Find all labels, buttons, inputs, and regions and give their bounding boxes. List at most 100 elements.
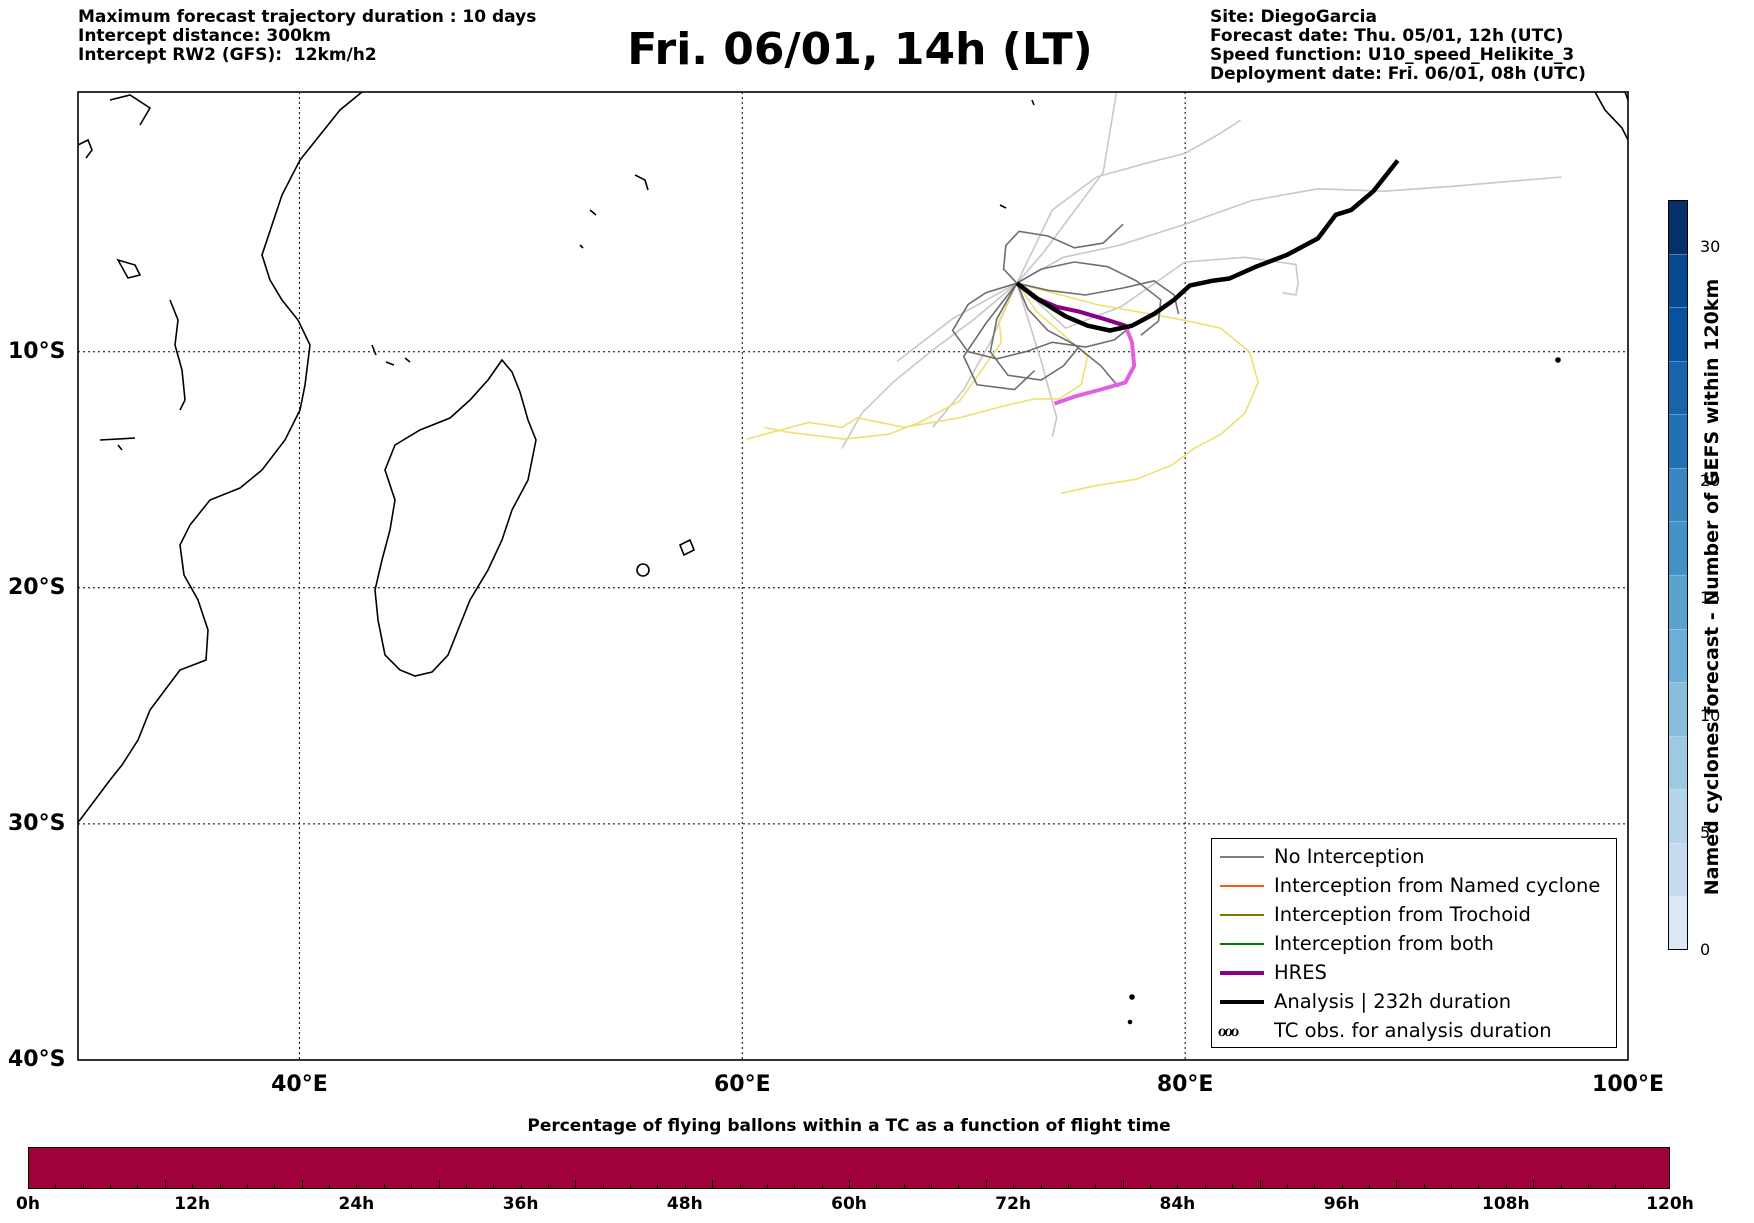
ensemble-track-gray bbox=[1016, 261, 1162, 336]
legend-label: Interception from both bbox=[1274, 932, 1494, 955]
colorbar-band bbox=[1669, 361, 1687, 416]
time-tick-label: 84h bbox=[1159, 1194, 1196, 1214]
colorbar-band bbox=[1669, 683, 1687, 737]
time-bar-tick-mark bbox=[1067, 1184, 1069, 1188]
time-bar-tick-mark bbox=[1368, 1184, 1370, 1188]
time-bar-tick-mark bbox=[657, 1184, 659, 1188]
colorbar-band bbox=[1669, 254, 1687, 309]
legend-swatch bbox=[1220, 914, 1264, 916]
sumatra-coast bbox=[1594, 91, 1629, 141]
legend-swatch bbox=[1220, 971, 1264, 975]
ensemble-track-yellow bbox=[1016, 282, 1260, 495]
time-bar-tick-mark bbox=[493, 1184, 495, 1188]
time-bar-tick-mark bbox=[547, 1184, 549, 1188]
legend: No Interception Interception from Named … bbox=[1211, 838, 1617, 1048]
max-duration-text: Maximum forecast trajectory duration : 1… bbox=[78, 7, 537, 27]
colorbar-band bbox=[1669, 897, 1687, 949]
lon-label-60e: 60°E bbox=[713, 1072, 771, 1097]
time-bar-tick-mark bbox=[1040, 1184, 1042, 1188]
time-bar-tick-mark bbox=[520, 1184, 522, 1188]
time-bar-tick-mark bbox=[1533, 1180, 1535, 1188]
time-bar-tick-mark bbox=[903, 1184, 905, 1188]
time-bar-tick-mark bbox=[1642, 1184, 1644, 1188]
time-tick-label: 108h bbox=[1482, 1194, 1530, 1214]
st-paul-island bbox=[1127, 1019, 1133, 1025]
time-tick-label: 24h bbox=[338, 1194, 375, 1214]
time-percentage-bar bbox=[28, 1147, 1670, 1189]
analysis-track bbox=[1015, 159, 1400, 333]
time-tick-label: 36h bbox=[502, 1194, 539, 1214]
time-tick-label: 60h bbox=[831, 1194, 867, 1214]
colorbar-tick: 0 bbox=[1700, 940, 1711, 959]
time-bar-tick-mark bbox=[766, 1184, 768, 1188]
page-title: Fri. 06/01, 14h (LT) bbox=[627, 24, 1093, 75]
time-bar-tick-mark bbox=[1505, 1184, 1507, 1188]
time-bar-tick-mark bbox=[164, 1180, 166, 1188]
time-bar-tick-mark bbox=[1615, 1184, 1617, 1188]
colorbar-band bbox=[1669, 629, 1687, 684]
time-bar-tick-mark bbox=[438, 1180, 440, 1188]
time-bar-tick-mark bbox=[1286, 1184, 1288, 1188]
lat-label-30s: 30°S bbox=[8, 810, 66, 836]
time-bar-tick-mark bbox=[411, 1184, 413, 1188]
time-bar-tick-mark bbox=[137, 1184, 139, 1188]
time-bar-tick-mark bbox=[1314, 1184, 1316, 1188]
chagos-islands bbox=[999, 99, 1035, 209]
horn-coast bbox=[77, 94, 152, 159]
colorbar-band bbox=[1669, 575, 1687, 630]
time-bar-tick-mark bbox=[110, 1184, 112, 1188]
time-bar-tick-mark bbox=[1451, 1184, 1453, 1188]
time-bar-tick-mark bbox=[1259, 1180, 1261, 1188]
ensemble-track-gray bbox=[989, 282, 1080, 381]
legend-item-tc-obs: ℴℴℴ TC obs. for analysis duration bbox=[1212, 1017, 1616, 1046]
time-bar-tick-mark bbox=[1095, 1184, 1097, 1188]
time-bar-tick-mark bbox=[329, 1184, 331, 1188]
colorbar-tick: 5 bbox=[1700, 822, 1711, 842]
cocos-island bbox=[1555, 357, 1561, 363]
ensemble-tracks-light bbox=[841, 91, 1562, 449]
time-bar-tick-mark bbox=[246, 1184, 248, 1188]
legend-item-trochoid: Interception from Trochoid bbox=[1212, 901, 1616, 930]
legend-label: Analysis | 232h duration bbox=[1274, 990, 1512, 1013]
time-bar-tick-mark bbox=[821, 1184, 823, 1188]
time-bar-tick-mark bbox=[219, 1184, 221, 1188]
lake-victoria bbox=[116, 258, 142, 279]
time-bar-tick-mark bbox=[876, 1184, 878, 1188]
time-bar-tick-mark bbox=[575, 1180, 577, 1188]
deployment-date-text: Deployment date: Fri. 06/01, 08h (UTC) bbox=[1210, 64, 1586, 84]
legend-label: Interception from Trochoid bbox=[1274, 903, 1531, 926]
colorbar-tick: 15 bbox=[1700, 588, 1721, 608]
time-tick-label: 120h bbox=[1646, 1194, 1694, 1214]
ensemble-track-light bbox=[1016, 176, 1562, 284]
legend-item-no-interception: No Interception bbox=[1212, 843, 1616, 872]
legend-item-both: Interception from both bbox=[1212, 930, 1616, 959]
graticule bbox=[78, 92, 1628, 1060]
ensemble-track-yellow bbox=[764, 282, 1018, 440]
time-bar-tick-mark bbox=[712, 1180, 714, 1188]
colorbar-title: Named cyclones forecast - Number of GEFS… bbox=[1701, 278, 1723, 896]
lon-label-100e: 100°E bbox=[1592, 1072, 1664, 1097]
time-tick-label: 96h bbox=[1323, 1194, 1360, 1214]
time-bar-tick-mark bbox=[1478, 1184, 1480, 1188]
time-bar-tick-mark bbox=[301, 1180, 303, 1188]
lat-label-20s: 20°S bbox=[8, 574, 66, 600]
site-text: Site: DiegoGarcia bbox=[1210, 7, 1377, 27]
africa-coast bbox=[77, 91, 363, 823]
ensemble-tracks-no-interception bbox=[951, 223, 1180, 391]
time-bar-tick-mark bbox=[1232, 1184, 1234, 1188]
time-bar-tick-mark bbox=[849, 1180, 850, 1188]
time-bar-tick-mark bbox=[684, 1184, 686, 1188]
ensemble-track-gray bbox=[962, 282, 1036, 391]
reunion-island bbox=[678, 538, 696, 557]
colorbar-band bbox=[1669, 736, 1687, 791]
intercept-distance-text: Intercept distance: 300km bbox=[78, 26, 331, 46]
time-bar-tick-mark bbox=[739, 1184, 741, 1188]
comoros-islands bbox=[371, 344, 411, 366]
tc-symbol-icon: ℴℴℴ bbox=[1218, 1020, 1239, 1041]
ensemble-track-gray bbox=[1002, 223, 1124, 284]
colorbar-band bbox=[1669, 308, 1687, 362]
ensemble-track-light bbox=[1016, 91, 1118, 284]
coastlines bbox=[77, 91, 1629, 1025]
time-bar-tick-mark bbox=[82, 1184, 84, 1188]
